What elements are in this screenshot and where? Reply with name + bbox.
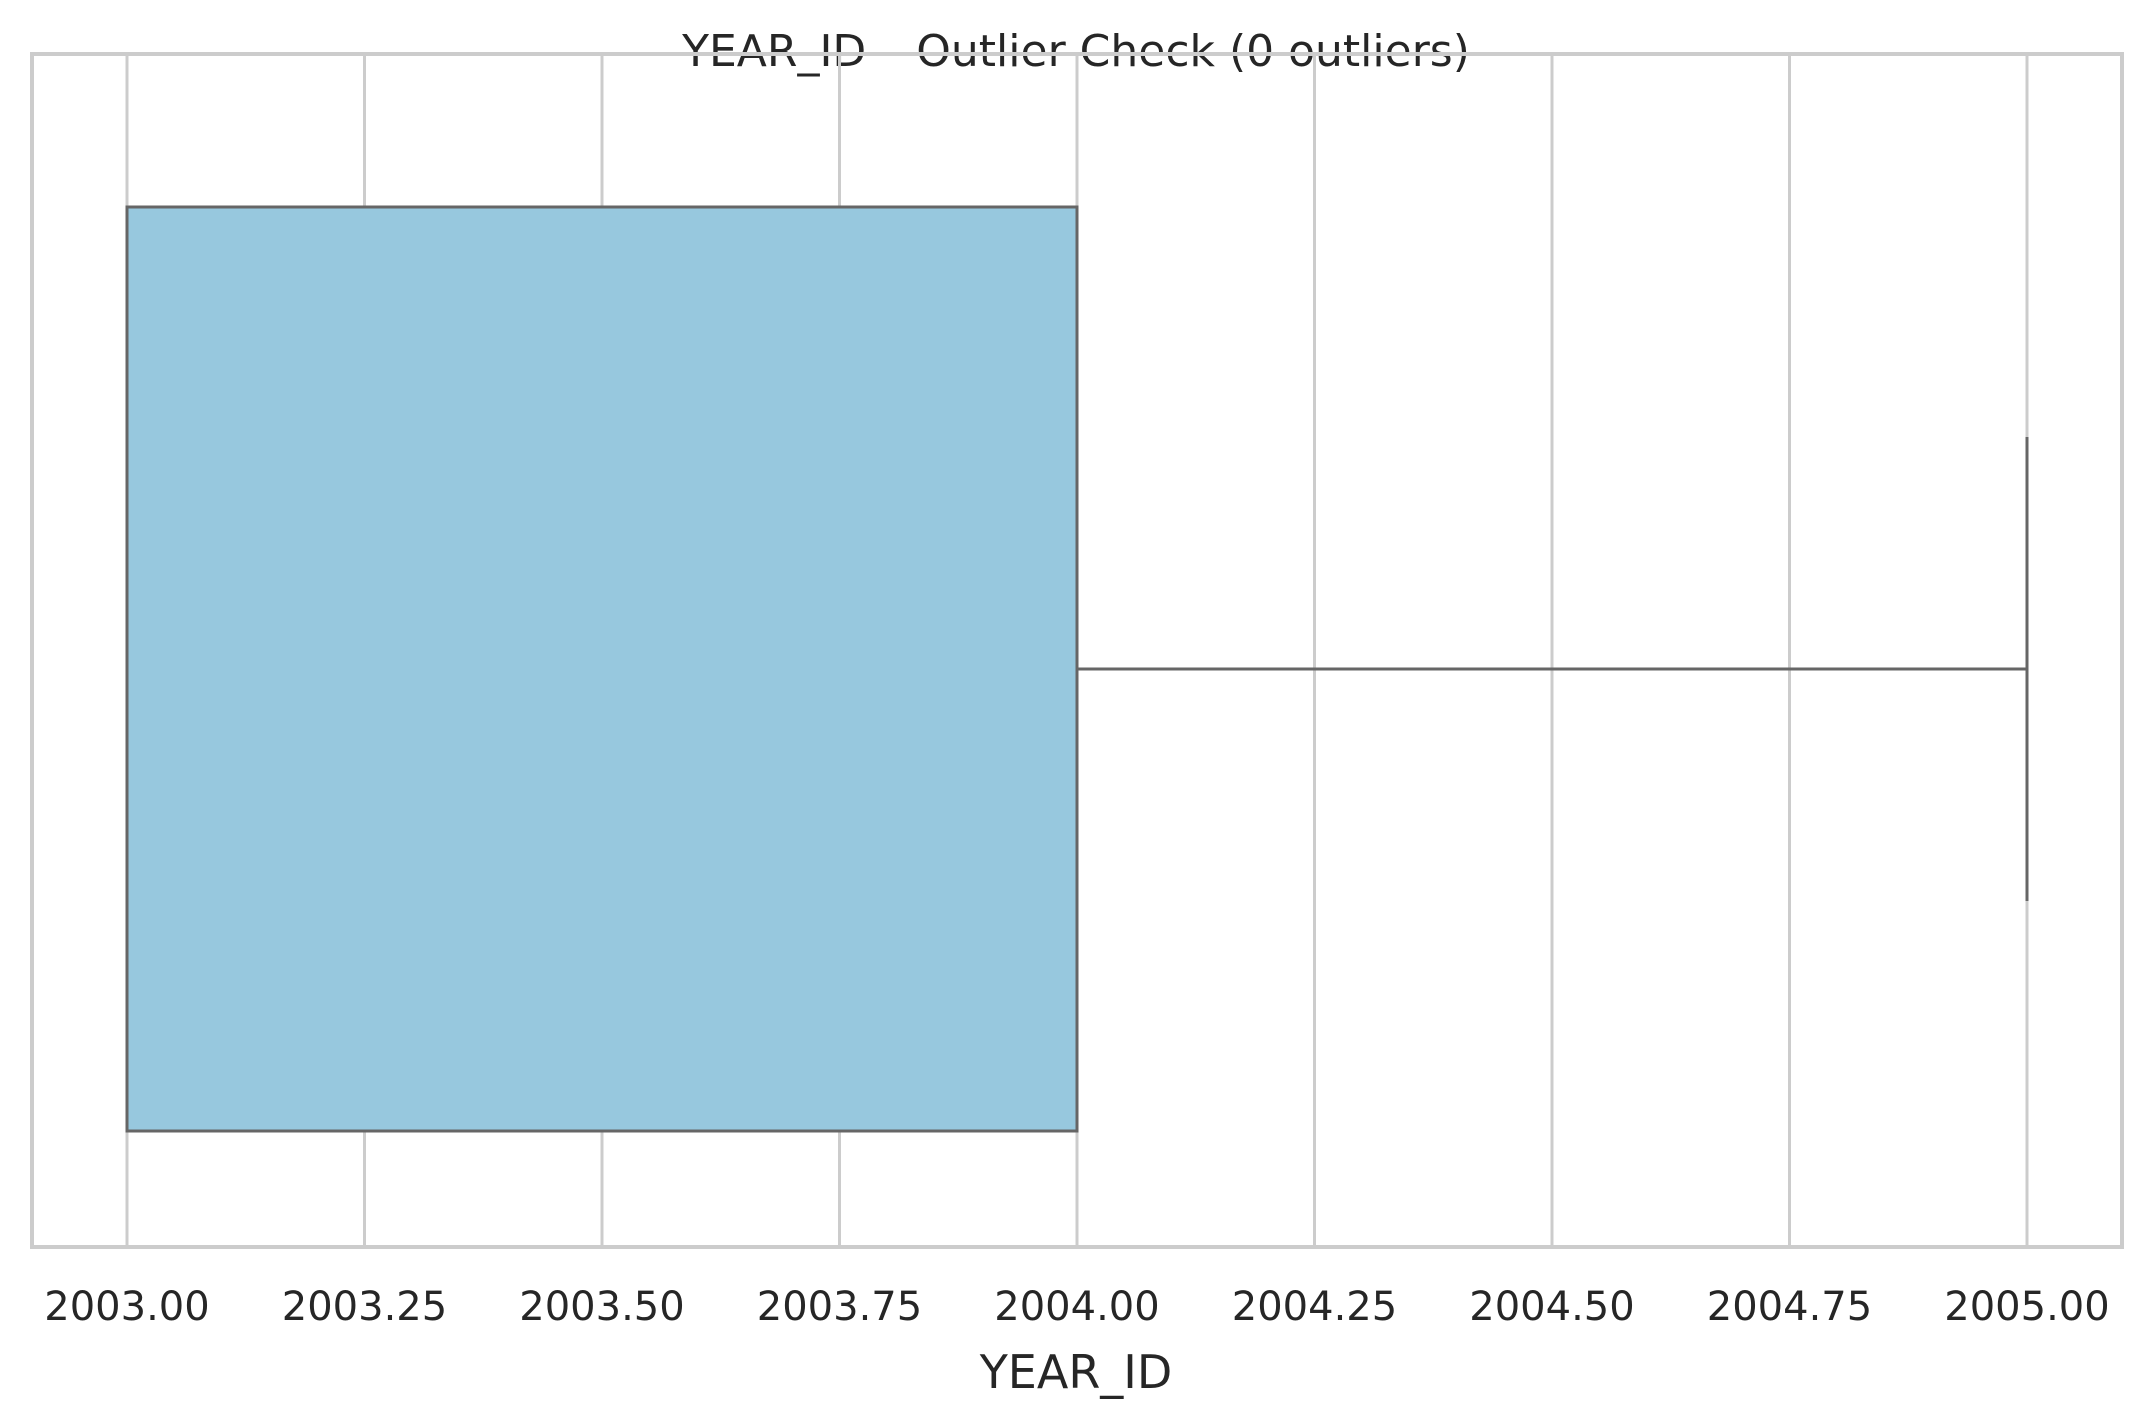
x-tick-label: 2004.50: [1469, 1284, 1634, 1330]
x-tick-labels: 2003.00 2003.25 2003.50 2003.75 2004.00 2004.…: [44, 1284, 2109, 1330]
x-tick-label: 2004.00: [994, 1284, 1159, 1330]
x-tick-label: 2003.75: [757, 1284, 922, 1330]
x-axis-label: YEAR_ID: [979, 1345, 1173, 1399]
x-tick-label: 2003.50: [519, 1284, 684, 1330]
box-group: [125, 205, 2029, 1133]
x-tick-label: 2004.25: [1232, 1284, 1397, 1330]
x-tick-label: 2004.75: [1707, 1284, 1872, 1330]
x-tick-label: 2003.25: [282, 1284, 447, 1330]
x-tick-label: 2003.00: [44, 1284, 209, 1330]
plot-frame: [30, 52, 2124, 1249]
iqr-box: [125, 205, 1079, 1133]
x-tick-label: 2005.00: [1944, 1284, 2109, 1330]
